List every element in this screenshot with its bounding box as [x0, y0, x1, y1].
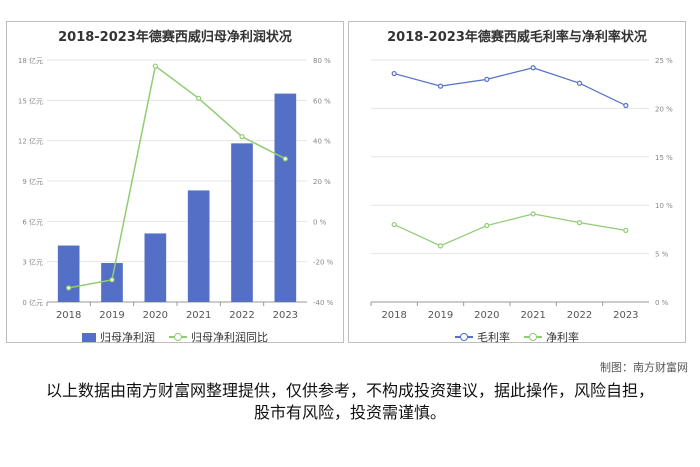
- y-left-tick-label: 9 亿元: [22, 177, 43, 186]
- legend-item-net-margin[interactable]: 净利率: [524, 329, 579, 345]
- y-right-tick-label: 20 %: [313, 178, 331, 186]
- margin-chart-title: 2018-2023年德赛西威毛利率与净利率状况: [387, 30, 647, 45]
- gross-margin-point: [623, 102, 629, 109]
- line-swatch-icon: [455, 332, 473, 342]
- x-tick-label: 2021: [520, 310, 545, 321]
- y-right-tick-label: -40 %: [313, 299, 334, 307]
- bar: [101, 263, 123, 302]
- legend-item-net-profit[interactable]: 归母净利润: [82, 329, 155, 345]
- bar: [187, 190, 210, 302]
- bar-swatch-icon: [82, 332, 96, 342]
- y-left-tick-label: 0 亿元: [22, 298, 43, 307]
- net-margin-point: [391, 221, 397, 228]
- x-tick-label: 2023: [273, 310, 298, 321]
- net-margin-point: [484, 222, 490, 229]
- y-right-tick-label: -20 %: [313, 259, 334, 267]
- yoy-point: [282, 156, 288, 162]
- y-left-tick-label: 6 亿元: [22, 217, 43, 226]
- x-tick-label: 2022: [229, 310, 254, 321]
- x-tick-label: 2018: [381, 310, 406, 321]
- x-tick-label: 2022: [567, 310, 592, 321]
- yoy-line: [68, 64, 286, 289]
- net-margin-point: [530, 211, 536, 217]
- x-tick-label: 2020: [143, 310, 168, 321]
- legend-label-yoy: 归母净利润同比: [191, 331, 268, 344]
- yoy-point: [196, 95, 202, 101]
- profit-chart-svg: 0 亿元 3 亿元 6 亿元 9 亿元 12 亿元 15 亿元 18 亿元 -40 % -20 …: [18, 56, 334, 321]
- y-right-tick-label: 80 %: [313, 57, 331, 65]
- margin-chart-svg: 0 % 5 % 10 % 15 % 20 % 25 % 2018 2019 2020 2021 20…: [370, 57, 673, 321]
- yoy-point: [66, 285, 72, 291]
- legend-item-yoy[interactable]: 归母净利润同比: [169, 329, 268, 345]
- gross-margin-point: [484, 76, 490, 82]
- line-swatch-icon: [524, 332, 542, 342]
- y-right-tick-label: 10 %: [655, 202, 673, 210]
- bar: [57, 245, 80, 302]
- disclaimer-text: 以上数据由南方财富网整理提供，仅供参考，不构成投资建议，据此操作，风险自担，股市…: [45, 381, 654, 422]
- legend-label-gross-margin: 毛利率: [477, 331, 510, 344]
- legend-item-gross-margin[interactable]: 毛利率: [455, 329, 510, 345]
- gross-margin-point: [576, 80, 583, 86]
- gross-margin-point: [437, 83, 444, 89]
- x-tick-label: 2020: [474, 310, 499, 321]
- chart-credit: 制图：南方财富网: [600, 361, 688, 374]
- gross-margin-point: [391, 70, 397, 77]
- x-tick-label: 2018: [56, 310, 81, 321]
- net-margin-point: [623, 227, 629, 233]
- net-margin-point: [437, 243, 444, 249]
- x-tick-label: 2019: [99, 310, 124, 321]
- legend-label-net-profit: 归母净利润: [100, 331, 155, 344]
- profit-chart-legend: 归母净利润 归母净利润同比: [7, 329, 343, 345]
- x-tick-label: 2023: [613, 310, 638, 321]
- yoy-point: [152, 63, 158, 69]
- y-right-tick-label: 25 %: [655, 57, 673, 65]
- gross-margin-point: [530, 65, 536, 71]
- yoy-point: [109, 277, 115, 283]
- yoy-point: [239, 134, 245, 140]
- y-right-tick-label: 20 %: [655, 105, 673, 113]
- gross-margin-line: [394, 67, 627, 107]
- x-tick-label: 2021: [186, 310, 211, 321]
- x-tick-label: 2019: [428, 310, 453, 321]
- bar: [144, 233, 167, 302]
- line-swatch-icon: [169, 332, 187, 342]
- profit-chart-panel: 2018-2023年德赛西威归母净利润状况 0 亿元 3 亿元 6 亿元 9 亿元 12…: [6, 21, 344, 345]
- y-right-tick-label: 60 %: [313, 97, 331, 105]
- margin-chart-legend: 毛利率 净利率: [349, 329, 685, 345]
- y-left-tick-label: 12 亿元: [18, 137, 43, 146]
- profit-chart-title: 2018-2023年德赛西威归母净利润状况: [58, 30, 292, 45]
- y-left-tick-label: 3 亿元: [22, 258, 43, 267]
- margin-chart-panel: 2018-2023年德赛西威毛利率与净利率状况 0 % 5 % 10 % 15 % 20…: [348, 21, 686, 345]
- y-left-tick-label: 15 亿元: [18, 96, 43, 105]
- y-right-tick-label: 15 %: [655, 154, 673, 162]
- y-right-tick-label: 0 %: [655, 299, 669, 307]
- bar: [274, 93, 297, 302]
- y-left-tick-label: 18 亿元: [18, 56, 43, 65]
- net-margin-line: [393, 213, 626, 247]
- y-right-tick-label: 40 %: [313, 138, 331, 146]
- bar: [231, 143, 253, 302]
- legend-label-net-margin: 净利率: [546, 331, 579, 344]
- y-right-tick-label: 5 %: [655, 251, 669, 259]
- net-margin-point: [576, 220, 583, 226]
- y-right-tick-label: 0 %: [313, 218, 327, 226]
